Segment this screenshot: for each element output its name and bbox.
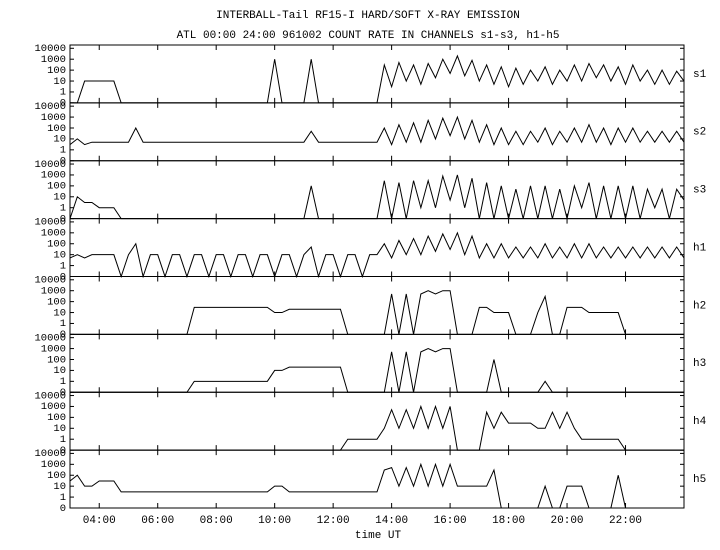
y-tick-label: 0 (60, 271, 66, 283)
x-tick-label: 12:00 (317, 515, 350, 527)
data-trace (69, 462, 684, 509)
panel-label: h2 (693, 300, 706, 312)
panel-frame (69, 391, 685, 451)
data-trace (69, 115, 685, 146)
data-trace (69, 231, 685, 279)
y-tick-label: 100 (47, 123, 66, 135)
y-tick-label: 10 (53, 76, 66, 88)
y-tick-label: 1000 (41, 459, 66, 471)
panel-frame (69, 449, 685, 509)
data-trace (70, 348, 684, 393)
x-tick-label: 20:00 (551, 515, 584, 527)
panel-frame (69, 276, 685, 335)
y-tick-label: 1 (60, 434, 66, 446)
x-tick-label: 04:00 (83, 515, 116, 527)
panel-label: h5 (693, 474, 706, 486)
y-tick-label: 10000 (34, 159, 66, 171)
y-tick-label: 0 (60, 387, 66, 399)
chart-title: INTERBALL-Tail RF15-I HARD/SOFT X-RAY EM… (216, 10, 520, 22)
chart-subtitle: ATL 00:00 24:00 961002 COUNT RATE IN CHA… (177, 30, 560, 42)
panel-label: s1 (693, 69, 707, 81)
y-tick-label: 1000 (41, 343, 66, 355)
y-tick-label: 10 (53, 481, 66, 493)
y-tick-label: 1 (60, 492, 66, 504)
y-tick-label: 10 (53, 249, 66, 261)
y-tick-label: 100 (47, 65, 66, 77)
y-tick-label: 1000 (41, 285, 66, 297)
panel-label: h1 (693, 242, 707, 254)
y-tick-label: 0 (60, 503, 66, 515)
panel-label: h4 (693, 416, 707, 428)
panel-frame (69, 44, 685, 104)
data-trace (69, 174, 685, 220)
panel-frame (69, 333, 685, 393)
data-trace (70, 404, 684, 451)
y-tick-label: 1 (60, 318, 66, 330)
y-tick-label: 1000 (41, 401, 66, 413)
y-tick-label: 0 (60, 213, 66, 225)
y-tick-label: 0 (60, 445, 66, 457)
panel-label: s3 (693, 185, 706, 197)
y-tick-label: 1 (60, 145, 66, 157)
y-tick-label: 1 (60, 260, 66, 272)
y-tick-label: 1 (60, 376, 66, 388)
panel-frame (69, 160, 685, 220)
y-tick-label: 10 (53, 365, 66, 377)
y-tick-label: 10000 (34, 275, 66, 287)
y-tick-label: 10 (53, 423, 66, 435)
y-tick-label: 10000 (34, 390, 66, 402)
y-tick-label: 100 (47, 470, 66, 482)
x-tick-label: 22:00 (609, 515, 642, 527)
y-tick-label: 1 (60, 202, 66, 214)
data-trace (70, 54, 685, 104)
y-tick-label: 100 (47, 239, 66, 251)
x-axis-label: time UT (355, 530, 402, 542)
y-tick-label: 100 (47, 412, 66, 424)
x-tick-label: 06:00 (141, 515, 174, 527)
y-tick-label: 1000 (41, 54, 66, 66)
panel-label: h3 (693, 358, 706, 370)
y-tick-label: 10000 (34, 43, 66, 55)
x-tick-label: 14:00 (375, 515, 408, 527)
y-tick-label: 10000 (34, 217, 66, 229)
y-tick-label: 0 (60, 98, 66, 110)
y-tick-label: 10000 (34, 448, 66, 460)
y-tick-label: 1000 (41, 170, 66, 182)
y-tick-label: 1000 (41, 112, 66, 124)
y-tick-label: 10000 (34, 101, 66, 113)
y-tick-label: 10000 (34, 332, 66, 344)
y-tick-label: 0 (60, 329, 66, 341)
x-tick-label: 18:00 (492, 515, 525, 527)
y-tick-label: 1000 (41, 228, 66, 240)
y-tick-label: 0 (60, 156, 66, 168)
y-tick-label: 10 (53, 307, 66, 319)
y-tick-label: 100 (47, 354, 66, 366)
y-tick-label: 10 (53, 134, 66, 146)
x-tick-label: 10:00 (258, 515, 291, 527)
y-tick-label: 100 (47, 181, 66, 193)
x-tick-label: 08:00 (200, 515, 233, 527)
panel-label: s2 (693, 127, 706, 139)
x-tick-label: 16:00 (434, 515, 467, 527)
y-tick-label: 10 (53, 192, 66, 204)
y-tick-label: 100 (47, 296, 66, 308)
data-trace (70, 290, 684, 335)
y-tick-label: 1 (60, 87, 66, 99)
